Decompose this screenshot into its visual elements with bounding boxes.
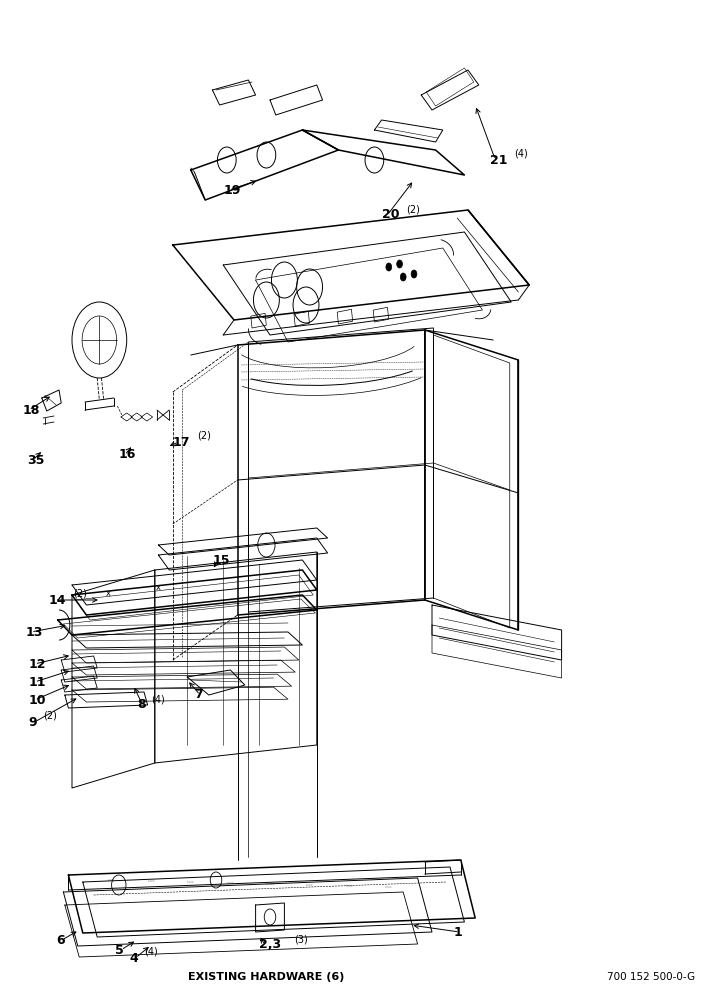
Text: (2): (2) [197, 431, 211, 441]
Text: 5: 5 [115, 944, 124, 956]
Text: 7: 7 [194, 688, 203, 702]
Text: EXISTING HARDWARE (6): EXISTING HARDWARE (6) [188, 972, 345, 982]
Text: 6: 6 [56, 934, 65, 946]
Text: 18: 18 [23, 403, 40, 416]
Text: (2): (2) [43, 711, 57, 721]
Text: 2,3: 2,3 [259, 938, 282, 952]
Text: 17: 17 [173, 436, 190, 448]
Text: (2): (2) [73, 589, 87, 599]
Text: 4: 4 [130, 952, 138, 964]
Bar [337, 309, 353, 324]
Circle shape [411, 270, 417, 278]
Text: 1: 1 [454, 926, 462, 938]
Text: 11: 11 [29, 676, 46, 688]
Text: x: x [156, 582, 161, 591]
Text: x: x [106, 588, 110, 597]
Text: 13: 13 [25, 626, 42, 639]
Text: (3): (3) [294, 934, 307, 944]
Text: 12: 12 [29, 658, 46, 670]
Text: (4): (4) [151, 694, 165, 704]
Text: (4): (4) [514, 149, 528, 159]
Text: 14: 14 [49, 593, 66, 606]
Text: 15: 15 [212, 554, 230, 566]
Text: 19: 19 [223, 184, 240, 196]
Text: (2): (2) [406, 204, 420, 214]
Circle shape [400, 273, 406, 281]
Circle shape [397, 260, 402, 268]
Text: 8: 8 [137, 698, 145, 712]
Bar [251, 313, 266, 328]
Circle shape [386, 263, 392, 271]
Text: 21: 21 [490, 153, 507, 166]
Text: 20: 20 [382, 209, 399, 222]
Bar [373, 307, 389, 322]
Text: 16: 16 [119, 448, 136, 462]
Text: 10: 10 [29, 694, 46, 706]
Text: 35: 35 [27, 454, 45, 466]
Text: (4): (4) [144, 947, 158, 957]
Bar [294, 311, 310, 326]
Text: 700 152 500-0-G: 700 152 500-0-G [607, 972, 695, 982]
Text: 9: 9 [29, 716, 37, 728]
